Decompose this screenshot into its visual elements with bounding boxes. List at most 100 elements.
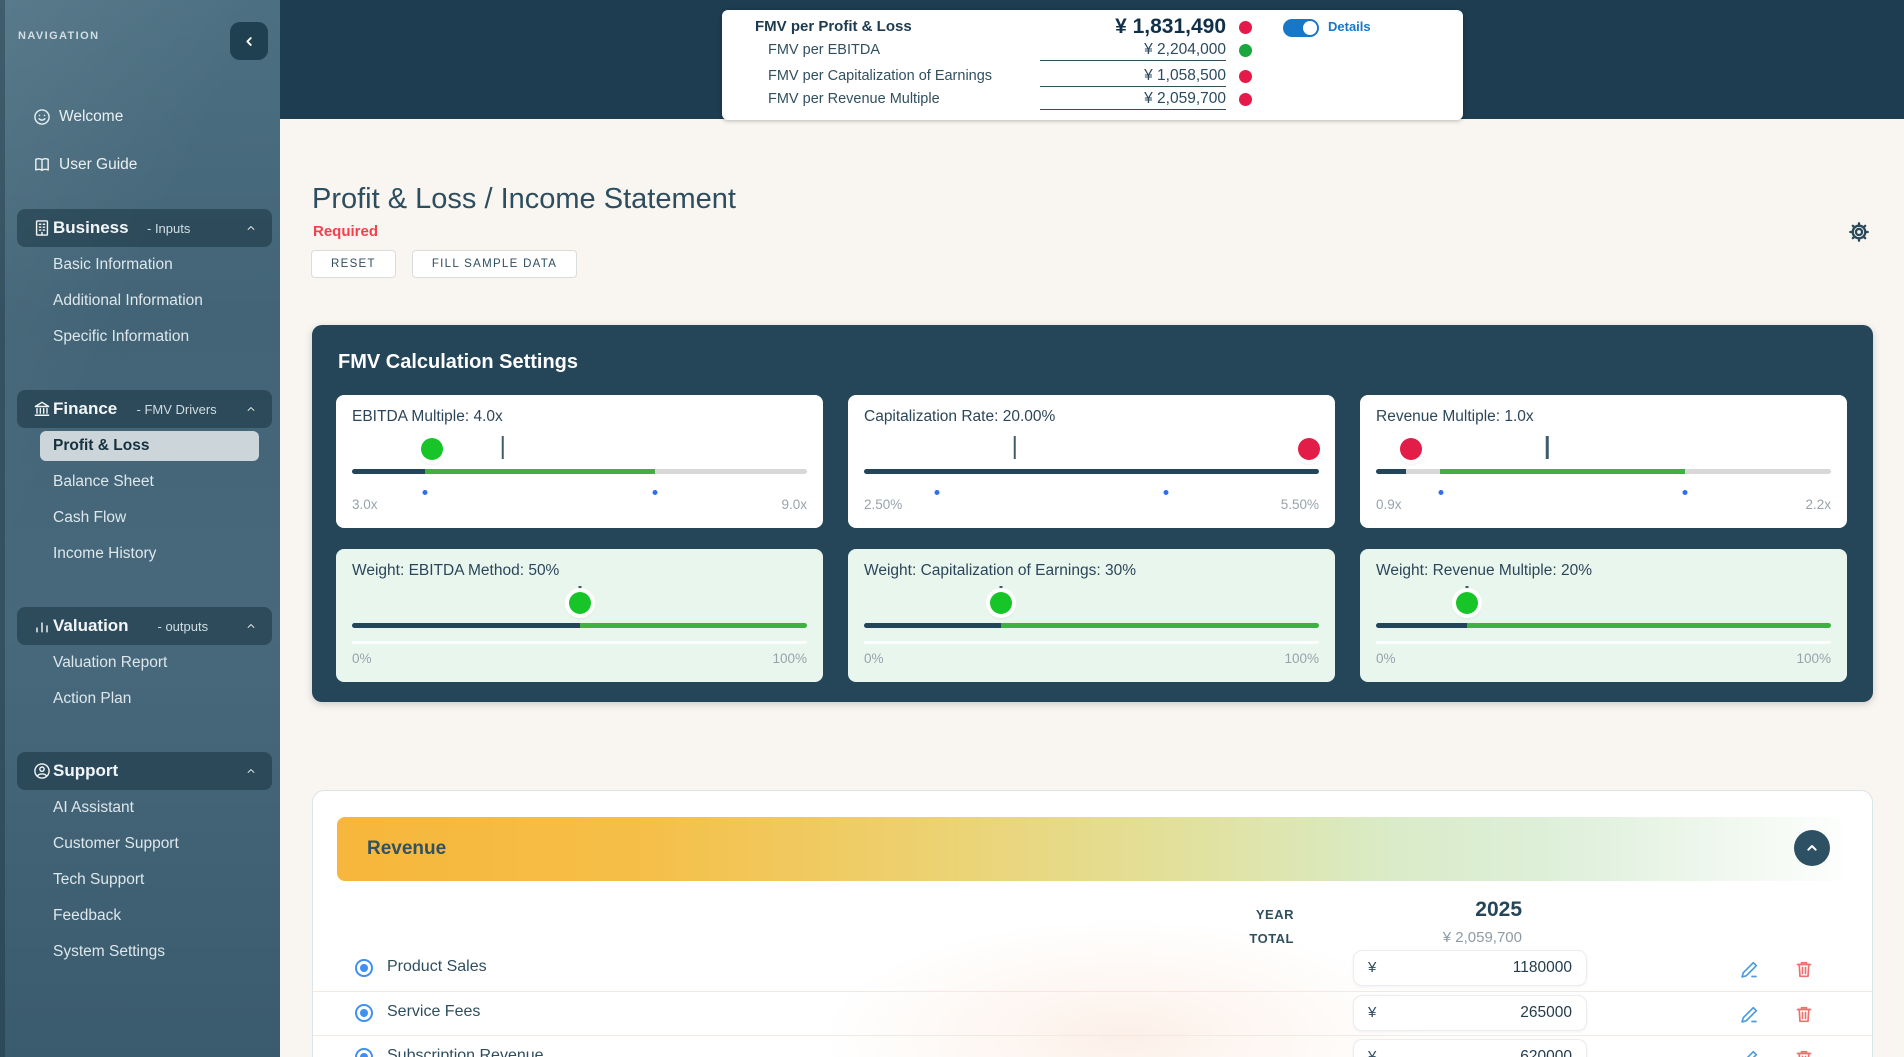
action-buttons: RESET FILL SAMPLE DATA [311, 250, 578, 278]
chevron-up-icon [247, 624, 255, 628]
sidebar-item-balance-sheet[interactable]: Balance Sheet [53, 473, 154, 490]
range-marker-dot [652, 490, 658, 495]
delete-row-button[interactable] [1792, 957, 1816, 981]
amount-input-service-fees[interactable]: ¥ 265000 [1353, 995, 1587, 1031]
revenue-header: Revenue [337, 817, 1843, 881]
year-label: YEAR [1255, 907, 1294, 922]
range-marker-dot [1163, 490, 1169, 495]
sidebar-group-header-valuation[interactable]: Valuation - outputs [17, 607, 272, 645]
currency-symbol: ¥ [1368, 1004, 1377, 1021]
sidebar-item-customer-support[interactable]: Customer Support [53, 835, 179, 852]
sidebar-item-income-history[interactable]: Income History [53, 545, 157, 562]
sidebar-item-user-guide[interactable]: User Guide [0, 147, 280, 183]
sidebar-item-valuation-report[interactable]: Valuation Report [53, 654, 168, 671]
fill-sample-data-button[interactable]: FILL SAMPLE DATA [411, 250, 578, 278]
details-toggle[interactable] [1283, 18, 1319, 37]
page-title: Profit & Loss / Income Statement [312, 183, 736, 215]
pencil-icon [1741, 1006, 1758, 1023]
pencil-icon [1741, 961, 1758, 978]
sidebar-item-additional-information[interactable]: Additional Information [53, 292, 203, 309]
amount-input-product-sales[interactable]: ¥ 1180000 [1353, 950, 1587, 986]
fmv-summary-card: FMV per Profit & Loss ¥ 1,831,490 Detail… [722, 10, 1463, 120]
sidebar-group-finance: Finance - FMV Drivers Profit & Loss Balan… [0, 390, 280, 581]
sidebar-item-feedback[interactable]: Feedback [53, 907, 122, 924]
slider-track[interactable] [352, 623, 807, 628]
sidebar-group-business: Business - Inputs Basic Information Addit… [0, 209, 280, 364]
slider-track[interactable] [1376, 623, 1831, 628]
total-value: ¥ 2,059,700 [1442, 929, 1522, 946]
slider-label: Revenue Multiple: 1.0x [1376, 408, 1534, 425]
sidebar-item-profit-loss[interactable]: Profit & Loss [40, 431, 259, 461]
sidebar-group-header-finance[interactable]: Finance - FMV Drivers [17, 390, 272, 428]
slider-min: 3.0x [352, 497, 378, 512]
slider-min: 0% [352, 651, 372, 666]
status-dot-red [1239, 92, 1252, 106]
fmv-sliders-grid: EBITDA Multiple: 4.0x 3.0x 9.0x Capitali… [336, 395, 1847, 682]
slider-label: Weight: EBITDA Method: 50% [352, 562, 560, 579]
sidebar-group-header-business[interactable]: Business - Inputs [17, 209, 272, 247]
reset-button[interactable]: RESET [311, 250, 396, 278]
revenue-collapse-button[interactable] [1794, 830, 1830, 866]
sidebar-item-basic-information[interactable]: Basic Information [53, 256, 173, 273]
slider-card-weight: Weight: EBITDA Method: 50% 0% 100% [336, 549, 823, 682]
chevron-left-icon [245, 36, 252, 46]
slider-min: 0% [864, 651, 884, 666]
edit-row-button[interactable] [1738, 1046, 1762, 1057]
slider-track[interactable] [864, 469, 1319, 474]
sidebar-group-header-support[interactable]: Support [17, 752, 272, 790]
slider-card-capitalization-rate: Capitalization Rate: 20.00% 2.50% 5.50% [848, 395, 1335, 528]
edit-row-button[interactable] [1738, 957, 1762, 981]
sidebar-item-specific-information[interactable]: Specific Information [53, 328, 190, 345]
slider-card-weight: Weight: Revenue Multiple: 20% 0% 100% [1360, 549, 1847, 682]
slider-label: Weight: Capitalization of Earnings: 30% [864, 562, 1136, 579]
sidebar-caption: NAVIGATION [18, 30, 100, 42]
delete-row-button[interactable] [1792, 1046, 1816, 1057]
slider-track[interactable] [1376, 469, 1831, 474]
sidebar: NAVIGATION Welcome User Guide Business -… [0, 0, 280, 1057]
sidebar-item-ai-assistant[interactable]: AI Assistant [53, 799, 134, 816]
row-radio-icon[interactable] [355, 1048, 373, 1057]
slider-handle[interactable] [1399, 438, 1422, 460]
pencil-icon [1746, 1050, 1758, 1057]
amount-input-subscription-revenue[interactable]: ¥ 620000 [1353, 1039, 1587, 1057]
sidebar-item-tech-support[interactable]: Tech Support [53, 871, 145, 888]
chevron-up-icon [247, 226, 255, 230]
trash-icon [1796, 961, 1812, 978]
fmv-calculation-settings-panel: FMV Calculation Settings EBITDA Multiple… [312, 325, 1873, 702]
revenue-rows: Product Sales ¥ 1180000 Service Fees ¥ 2… [313, 947, 1872, 1057]
delete-row-button[interactable] [1792, 1002, 1816, 1026]
slider-handle[interactable] [421, 438, 444, 460]
trash-icon [1796, 1006, 1812, 1023]
slider-card-revenue-multiple: Revenue Multiple: 1.0x 0.9x 2.2x [1360, 395, 1847, 528]
slider-handle[interactable] [1456, 592, 1478, 614]
edit-row-button[interactable] [1738, 1002, 1762, 1026]
slider-tick [501, 436, 504, 459]
revenue-row-service-fees: Service Fees ¥ 265000 [313, 991, 1872, 1035]
slider-max: 100% [1284, 651, 1319, 666]
slider-handle[interactable] [568, 592, 591, 614]
sidebar-item-cash-flow[interactable]: Cash Flow [53, 509, 127, 526]
sidebar-item-action-plan[interactable]: Action Plan [53, 690, 132, 707]
chart-icon [36, 622, 48, 633]
sidebar-item-welcome[interactable]: Welcome [0, 99, 280, 135]
smiley-icon [34, 109, 50, 125]
settings-gear-icon[interactable] [1845, 218, 1873, 246]
slider-track[interactable] [864, 623, 1319, 628]
building-icon [35, 220, 49, 236]
slider-label: Capitalization Rate: 20.00% [864, 408, 1056, 425]
sidebar-collapse-button[interactable] [230, 22, 268, 60]
sidebar-item-system-settings[interactable]: System Settings [53, 943, 165, 960]
row-radio-icon[interactable] [355, 959, 373, 977]
fmv-row-fmv-per-capitalization-of-earnings: FMV per Capitalization of Earnings ¥ 1,0… [722, 65, 1463, 89]
slider-max: 100% [772, 651, 807, 666]
revenue-section-card: Revenue YEAR 2025 TOTAL ¥ 2,059,700 Prod… [312, 790, 1873, 1057]
slider-max: 2.2x [1805, 497, 1831, 512]
slider-handle[interactable] [1297, 438, 1320, 460]
details-toggle-label: Details [1328, 19, 1371, 34]
status-dot-red [1239, 20, 1252, 34]
slider-track[interactable] [352, 469, 807, 474]
slider-min: 2.50% [864, 497, 903, 512]
row-radio-icon[interactable] [355, 1004, 373, 1022]
slider-handle[interactable] [989, 592, 1012, 614]
fmv-row-fmv-per-ebitda: FMV per EBITDA ¥ 2,204,000 [722, 39, 1463, 63]
